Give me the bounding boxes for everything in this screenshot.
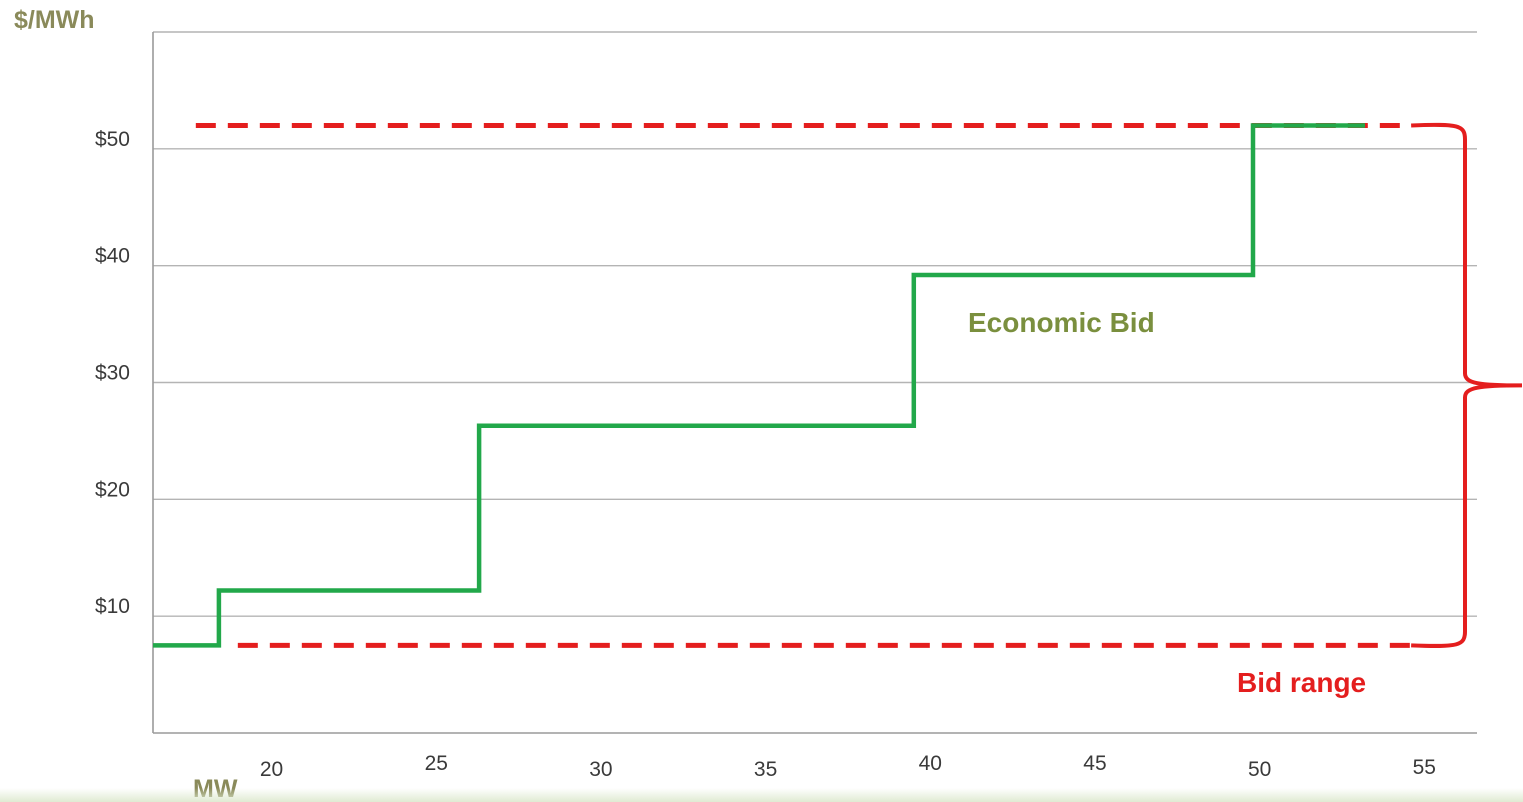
bid-range-annotation: Bid range: [1237, 667, 1366, 698]
x-tick-label: 35: [754, 758, 777, 781]
x-tick-label: 30: [589, 758, 612, 781]
y-tick-label: $40: [95, 245, 130, 268]
axes: $10 $20 $30 $40 $50 20 25 30 35 40 45 50 55: [95, 32, 1477, 781]
x-tick-label: 25: [425, 752, 448, 775]
y-tick-label: $20: [95, 478, 130, 501]
y-tick-label: $50: [95, 128, 130, 151]
bid-range-group: [195, 122, 1523, 649]
x-tick-label: 40: [919, 752, 942, 775]
x-tick-label: 50: [1248, 758, 1271, 781]
bid-range-brace: [1411, 122, 1523, 649]
x-tick-label: 20: [260, 758, 283, 781]
economic-bid-series-line: [153, 123, 1365, 648]
gridlines: [153, 31, 1477, 617]
x-tick-label: 55: [1413, 756, 1436, 779]
economic-bid-annotation: Economic Bid: [968, 307, 1155, 338]
x-tick-label: 45: [1083, 752, 1106, 775]
y-axis-title: $/MWh: [14, 6, 95, 34]
y-tick-label: $30: [95, 362, 130, 385]
y-tick-label: $10: [95, 595, 130, 618]
bottom-fade: [0, 788, 1523, 802]
series-group: [153, 123, 1365, 648]
